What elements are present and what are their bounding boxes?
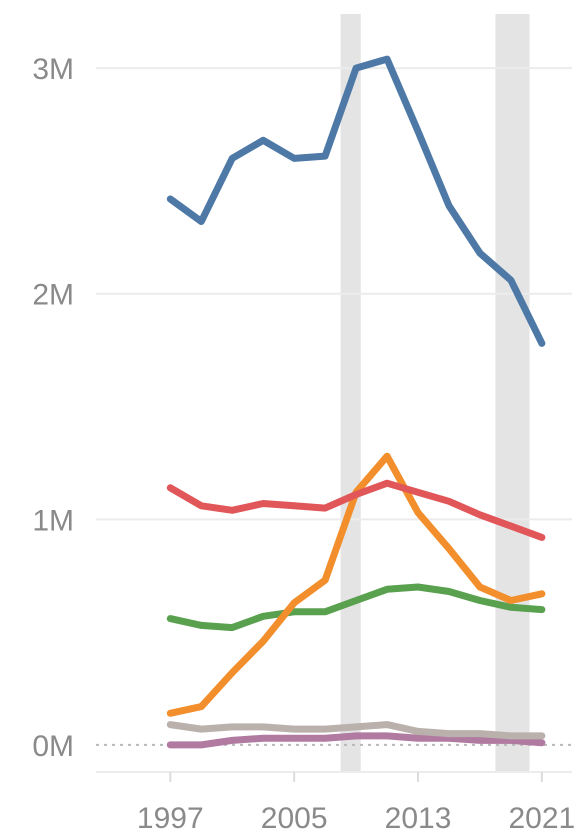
y-tick-label-2: 2M [32, 279, 74, 312]
shaded-period-1 [495, 14, 530, 772]
x-tick-label-3: 2021 [508, 802, 575, 834]
y-axis: 0M 1M 2M 3M [32, 53, 74, 763]
y-tick-label-3: 3M [32, 53, 74, 86]
series-line-3 [166, 583, 546, 632]
series-lines [166, 55, 546, 749]
y-tick-label-0: 0M [32, 730, 74, 763]
x-axis: 1997 2005 2013 2021 [137, 772, 575, 834]
x-tick-label-2: 2013 [385, 802, 452, 834]
series-line-1 [166, 479, 546, 541]
y-tick-label-1: 1M [32, 504, 74, 537]
series-line-5 [166, 732, 546, 749]
series-line-4 [166, 721, 546, 740]
series-line-0 [166, 55, 546, 347]
shaded-period-0 [340, 14, 361, 772]
x-tick-label-1: 2005 [261, 802, 328, 834]
shaded-periods [340, 14, 530, 772]
x-tick-label-0: 1997 [137, 802, 204, 834]
